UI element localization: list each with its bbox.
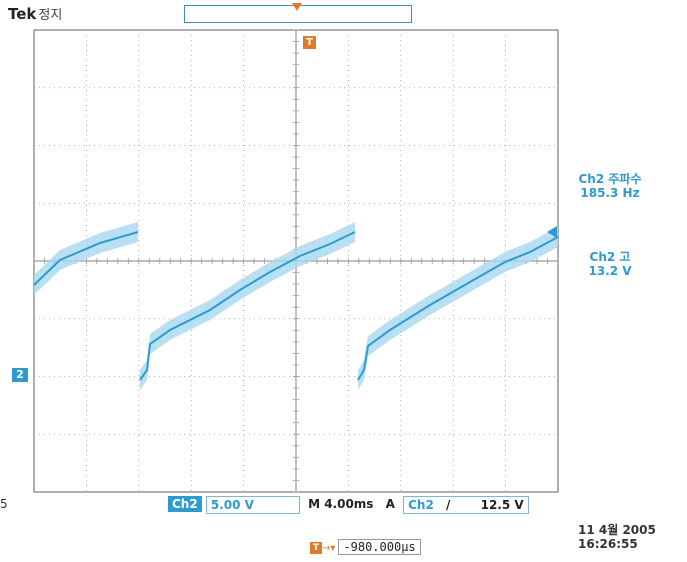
instrument-status: Tek 정지 (8, 4, 62, 23)
rising-edge-icon: / (446, 498, 451, 512)
left-edge-fragment: 5 (0, 497, 8, 511)
timebase[interactable]: M 4.00ms (308, 497, 374, 511)
date-stamp: 11 4월 2005 (578, 523, 656, 537)
trigger-position-marker-icon (292, 3, 302, 11)
status-bar: Ch2 5.00 V M 4.00ms A Ch2 / 12.5 V (168, 496, 529, 514)
time-stamp: 16:26:55 (578, 537, 638, 551)
trigger-level-arrow-icon (547, 226, 557, 238)
channel-chip[interactable]: Ch2 (168, 496, 202, 512)
waveform-line (139, 231, 356, 381)
brand-label: Tek (8, 5, 37, 23)
waveform-envelope (34, 222, 138, 295)
measurement-2-title: Ch2 고 (589, 250, 631, 264)
acquisition-mode: A (385, 497, 395, 511)
ch2-ground-marker: 2 (12, 368, 28, 382)
trigger-source[interactable]: Ch2 / 12.5 V (403, 496, 529, 514)
measurement-1-title: Ch2 주파수 (578, 172, 642, 186)
ch2-waveform (33, 222, 559, 390)
measurement-1-value: 185.3 Hz (580, 186, 640, 200)
run-state-label: 정지 (38, 8, 63, 23)
waveform-line (357, 236, 559, 381)
waveform-envelope (140, 222, 355, 390)
trigger-level: 12.5 V (480, 498, 524, 512)
trigger-point-marker: T (303, 36, 316, 49)
horizontal-delay: T →▾ -980.000µs (310, 539, 421, 555)
trigger-channel: Ch2 (408, 498, 434, 512)
waveform-line (33, 231, 139, 286)
delay-marker-icon: T (310, 541, 322, 554)
waveform-envelope (358, 227, 558, 390)
delay-arrow-icon: →▾ (322, 543, 336, 554)
volts-per-div[interactable]: 5.00 V (205, 496, 300, 514)
delay-value[interactable]: -980.000µs (338, 539, 421, 555)
measurement-2-value: 13.2 V (588, 264, 632, 278)
